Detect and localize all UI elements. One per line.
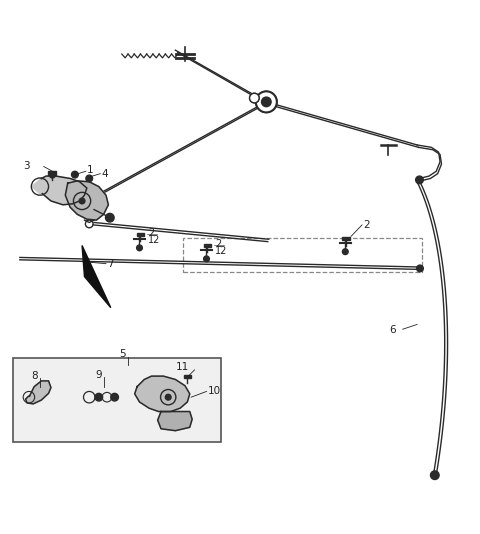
Circle shape <box>72 171 78 178</box>
Text: 2: 2 <box>363 220 370 230</box>
Text: 12: 12 <box>148 235 160 245</box>
Circle shape <box>250 93 259 103</box>
Circle shape <box>416 176 423 184</box>
Circle shape <box>86 175 93 182</box>
Text: 10: 10 <box>207 387 221 396</box>
Bar <box>342 237 350 240</box>
Bar <box>182 238 422 272</box>
Circle shape <box>417 265 423 272</box>
Circle shape <box>165 394 171 400</box>
Circle shape <box>111 394 119 401</box>
Text: 12: 12 <box>215 246 228 256</box>
Text: 4: 4 <box>101 169 108 179</box>
Circle shape <box>256 91 277 113</box>
Bar <box>204 244 211 247</box>
Text: 8: 8 <box>31 371 37 381</box>
Circle shape <box>250 93 259 103</box>
Polygon shape <box>32 179 48 194</box>
Bar <box>184 375 191 378</box>
Polygon shape <box>157 412 192 431</box>
Bar <box>48 171 57 175</box>
Circle shape <box>49 172 55 178</box>
Circle shape <box>106 214 114 222</box>
Circle shape <box>137 245 143 251</box>
Circle shape <box>79 198 85 204</box>
Circle shape <box>431 471 439 480</box>
Text: 11: 11 <box>175 362 189 372</box>
Bar <box>12 358 221 442</box>
Polygon shape <box>36 176 87 205</box>
Circle shape <box>262 97 271 107</box>
Text: 2: 2 <box>148 227 155 238</box>
Circle shape <box>95 394 103 401</box>
Polygon shape <box>135 376 190 412</box>
Polygon shape <box>65 181 108 220</box>
Text: 1: 1 <box>87 165 94 175</box>
Circle shape <box>342 249 348 255</box>
Polygon shape <box>82 246 111 308</box>
Circle shape <box>256 91 277 113</box>
Polygon shape <box>25 381 51 404</box>
Circle shape <box>204 256 209 262</box>
Text: 6: 6 <box>389 325 396 335</box>
Text: 2: 2 <box>215 239 221 248</box>
Text: 5: 5 <box>120 349 126 359</box>
Text: 3: 3 <box>23 161 29 171</box>
Bar <box>137 233 144 237</box>
Text: 7: 7 <box>107 258 114 269</box>
Text: 9: 9 <box>96 370 102 380</box>
